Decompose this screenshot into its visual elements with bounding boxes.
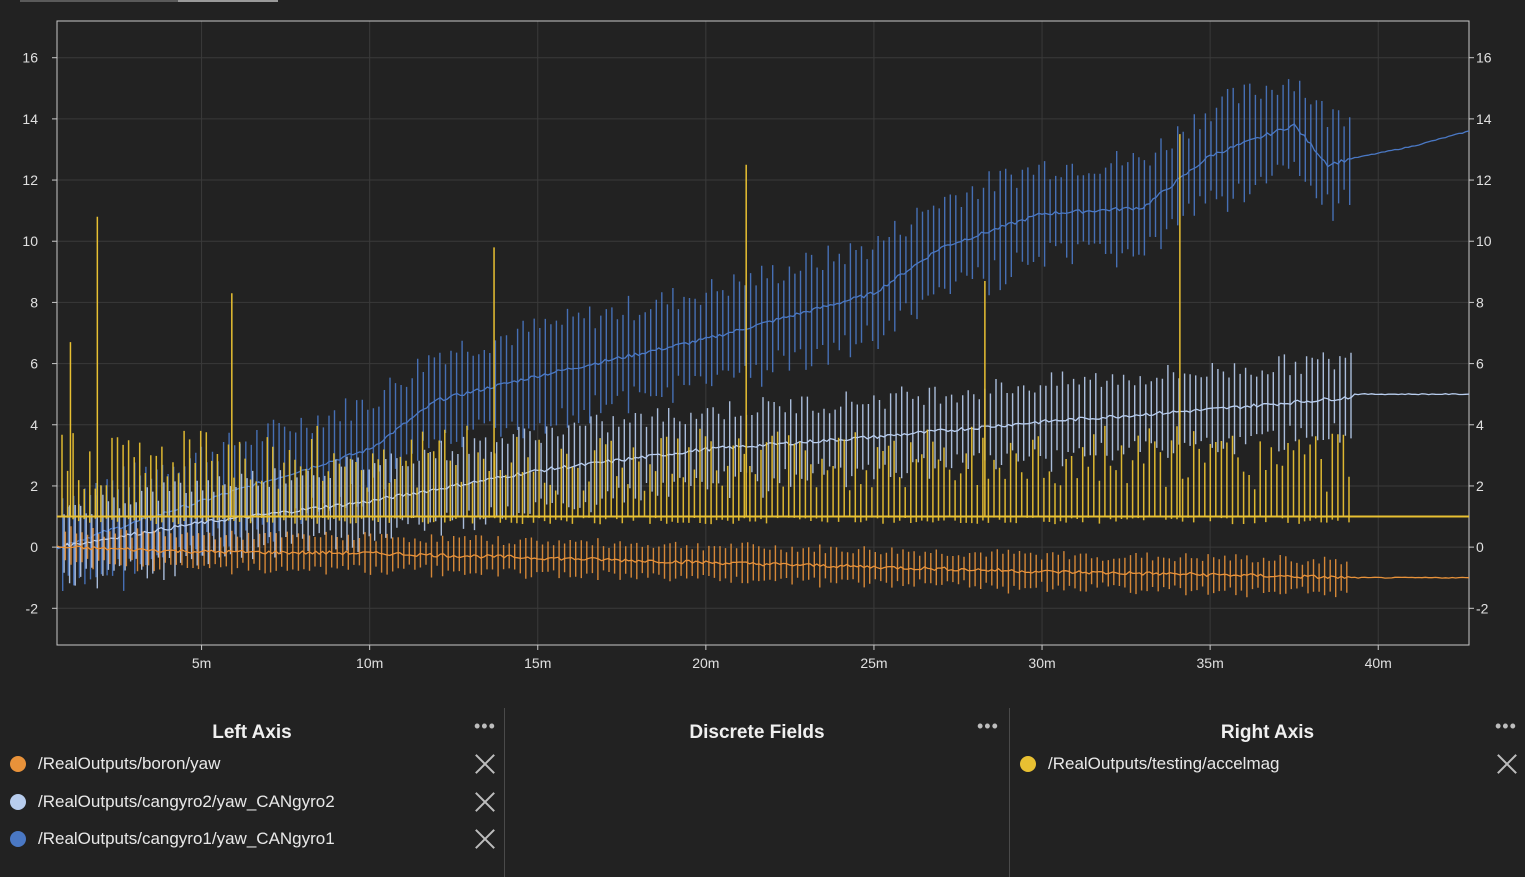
y-tick-label-left: 16 (22, 50, 38, 66)
accelmag-bursts (61, 425, 1350, 525)
line-graph[interactable]: 5m 10m 15m 20m 25m 30m 35m 40m -2 0 2 4 6 8 10 12 14 16 -2… (0, 0, 1525, 700)
remove-cangyro1-icon[interactable] (474, 828, 496, 850)
cangyro2-series (57, 352, 1469, 589)
legend-item-accelmag[interactable]: /RealOutputs/testing/accelmag (1020, 752, 1280, 776)
legend-item-cangyro2[interactable]: /RealOutputs/cangyro2/yaw_CANgyro2 (10, 790, 335, 814)
x-tick-label: 15m (524, 655, 551, 671)
cangyro2-color-dot (10, 794, 26, 810)
boron-color-dot (10, 756, 26, 772)
y-tick-label-left: 6 (30, 356, 38, 372)
y-tick-label-left: 2 (30, 478, 38, 494)
y-tick-label-right: 8 (1476, 294, 1484, 310)
x-tick-label: 5m (192, 655, 211, 671)
y-tick-label-right: 16 (1476, 50, 1492, 66)
boron-series (57, 526, 1469, 598)
x-tick-label: 40m (1365, 655, 1392, 671)
x-tick-label: 20m (692, 655, 719, 671)
y-tick-label-right: 2 (1476, 478, 1484, 494)
right-axis-panel: Right Axis ••• /RealOutputs/testing/acce… (1010, 706, 1525, 877)
legend-item-boron[interactable]: /RealOutputs/boron/yaw (10, 752, 220, 776)
legend-item-label: /RealOutputs/cangyro2/yaw_CANgyro2 (38, 792, 335, 811)
left-axis-menu-icon[interactable]: ••• (474, 716, 496, 736)
y-tick-label-right: 10 (1476, 233, 1492, 249)
y-tick-label-right: 12 (1476, 172, 1492, 188)
cangyro1-color-dot (10, 831, 26, 847)
remove-boron-icon[interactable] (474, 753, 496, 775)
y-tick-label-right: 4 (1476, 417, 1484, 433)
legend-item-cangyro1[interactable]: /RealOutputs/cangyro1/yaw_CANgyro1 (10, 827, 335, 851)
y-tick-label-right: 14 (1476, 111, 1492, 127)
panel-divider (1009, 708, 1010, 877)
discrete-fields-menu-icon[interactable]: ••• (977, 716, 999, 736)
y-tick-label-right: 6 (1476, 356, 1484, 372)
x-tick-label: 30m (1028, 655, 1055, 671)
cangyro2-oscillation (63, 352, 1352, 589)
y-tick-label-left: 0 (30, 539, 38, 555)
legend-item-label: /RealOutputs/cangyro1/yaw_CANgyro1 (38, 829, 335, 848)
x-tick-label: 35m (1197, 655, 1224, 671)
top-scroll-thumb[interactable] (178, 0, 278, 2)
x-tick-label: 25m (860, 655, 887, 671)
top-scroll-indicator[interactable] (20, 0, 278, 2)
y-tick-label-left: 4 (30, 417, 38, 433)
boron-mean-line (57, 545, 1469, 580)
legend-item-label: /RealOutputs/testing/accelmag (1048, 754, 1280, 773)
panel-divider (504, 708, 505, 877)
right-axis-title: Right Axis (1220, 722, 1315, 743)
y-tick-label-right: -2 (1476, 600, 1489, 616)
y-tick-label-left: -2 (26, 600, 39, 616)
y-tick-label-left: 12 (22, 172, 38, 188)
remove-cangyro2-icon[interactable] (474, 791, 496, 813)
legend-item-label: /RealOutputs/boron/yaw (38, 754, 221, 773)
cangyro2-mean-line (57, 393, 1469, 549)
y-tick-label-left: 8 (30, 294, 38, 310)
x-tick-label: 10m (356, 655, 383, 671)
accelmag-series (57, 134, 1469, 525)
left-axis-title: Left Axis (212, 722, 292, 743)
left-axis-panel: Left Axis ••• /RealOutputs/boron/yaw /Re… (0, 706, 504, 877)
y-tick-label-left: 14 (22, 111, 38, 127)
y-tick-label-left: 10 (22, 233, 38, 249)
y-tick-label-right: 0 (1476, 539, 1484, 555)
data-series (57, 79, 1469, 598)
remove-accelmag-icon[interactable] (1496, 753, 1518, 775)
cangyro1-mean-line (57, 123, 1469, 550)
accelmag-color-dot (1020, 756, 1036, 772)
plot-frame (56, 20, 1470, 646)
discrete-fields-title: Discrete Fields (689, 722, 825, 743)
discrete-fields-panel: Discrete Fields ••• (505, 706, 1009, 877)
right-axis-menu-icon[interactable]: ••• (1495, 716, 1517, 736)
